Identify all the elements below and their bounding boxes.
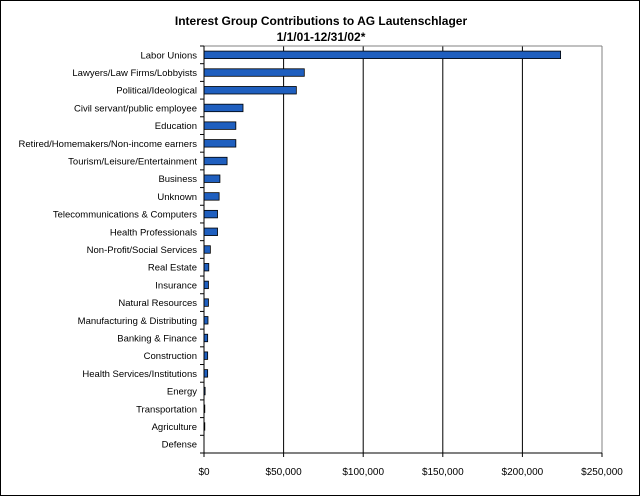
chart-subtitle: 1/1/01-12/31/02* — [277, 30, 366, 44]
category-label-11: Non-Profit/Social Services — [87, 245, 198, 256]
bar-4 — [203, 121, 237, 130]
category-label-10: Health Professionals — [110, 227, 197, 238]
category-label-22: Defense — [162, 440, 197, 451]
x-tick-label-4: $200,000 — [502, 467, 544, 478]
bar-3 — [203, 103, 244, 113]
bar-14 — [203, 298, 209, 307]
category-label-3: Civil servant/public employee — [74, 103, 197, 114]
bar-9 — [203, 209, 218, 219]
category-label-16: Banking & Finance — [117, 333, 197, 344]
bar-0 — [203, 50, 562, 59]
category-labels: Labor Unions Lawyers/Law Firms/Lobbyists P… — [19, 50, 198, 450]
bar-2 — [203, 86, 297, 95]
bar-16 — [203, 333, 209, 343]
category-label-17: Construction — [144, 351, 197, 362]
bar-7 — [203, 174, 221, 183]
category-label-2: Political/Ideological — [116, 86, 197, 97]
category-label-0: Labor Unions — [140, 50, 197, 61]
category-label-6: Tourism/Leisure/Entertainment — [68, 157, 197, 168]
bar-11 — [203, 245, 211, 254]
x-tick-label-3: $150,000 — [422, 467, 464, 478]
x-tick-label-5: $250,000 — [581, 467, 623, 478]
bars — [203, 50, 562, 431]
bar-15 — [203, 316, 209, 325]
bar-17 — [203, 351, 209, 360]
category-label-1: Lawyers/Law Firms/Lobbyists — [72, 68, 197, 79]
bar-6 — [203, 156, 228, 166]
category-label-12: Real Estate — [148, 263, 197, 274]
category-label-8: Unknown — [157, 192, 197, 203]
bar-1 — [203, 68, 305, 77]
bar-12 — [203, 263, 210, 272]
category-label-14: Natural Resources — [118, 298, 197, 309]
category-label-18: Health Services/Institutions — [82, 369, 197, 380]
bar-8 — [203, 192, 220, 201]
category-label-20: Transportation — [136, 404, 197, 415]
axes — [200, 45, 603, 457]
x-tick-label-1: $50,000 — [266, 467, 303, 478]
category-label-9: Telecommunications & Computers — [53, 210, 197, 221]
bar-13 — [203, 280, 209, 290]
x-tick-label-0: $0 — [198, 467, 210, 478]
bar-10 — [203, 227, 218, 236]
bar-18 — [203, 369, 209, 378]
category-label-4: Education — [155, 121, 197, 132]
category-label-15: Manufacturing & Distributing — [78, 316, 197, 327]
bar-5 — [203, 139, 237, 148]
category-label-19: Energy — [167, 387, 197, 398]
category-label-13: Insurance — [155, 280, 197, 291]
tick-labels: $0 $50,000 $100,000 $150,000 $200,000 $250,00… — [198, 467, 623, 478]
category-label-5: Retired/Homemakers/Non-income earners — [19, 139, 198, 150]
category-label-21: Agriculture — [152, 422, 197, 433]
plot-area — [204, 46, 602, 453]
x-tick-label-2: $100,000 — [342, 467, 384, 478]
chart-title: Interest Group Contributions to AG Laute… — [175, 14, 468, 28]
category-label-7: Business — [158, 174, 197, 185]
